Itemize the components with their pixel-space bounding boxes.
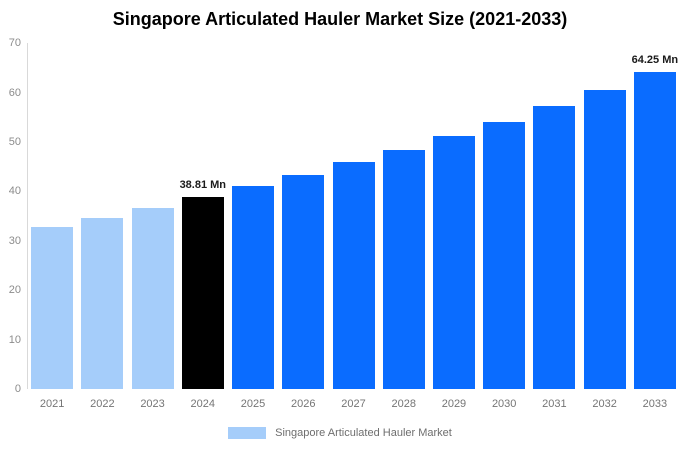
legend: Singapore Articulated Hauler Market [0, 427, 680, 439]
x-tick-label-2029: 2029 [441, 398, 467, 410]
legend-label: Singapore Articulated Hauler Market [275, 427, 452, 439]
x-tick-label-2022: 2022 [90, 398, 115, 410]
x-tick-label-2032: 2032 [592, 398, 617, 410]
x-tick-label-2030: 2030 [491, 398, 517, 410]
bar-2030 [483, 121, 526, 389]
x-tick-label-2026: 2026 [291, 398, 316, 410]
bar-2028 [382, 149, 425, 389]
chart-title: Singapore Articulated Hauler Market Size… [112, 9, 568, 29]
legend-swatch [228, 427, 267, 439]
x-tick-label-2027: 2027 [341, 398, 366, 410]
bar-2033 [633, 71, 676, 389]
y-tick-label-50: 50 [8, 136, 21, 148]
y-tick-label-0: 0 [14, 383, 21, 395]
y-tick-label-60: 60 [8, 86, 21, 99]
y-tick-label-10: 10 [8, 333, 21, 346]
data-label-2024: 38.81 Mn [179, 179, 227, 192]
bar-2022 [81, 217, 124, 389]
data-label-2033: 64.25 Mn [631, 53, 679, 66]
y-tick-label-40: 40 [8, 185, 21, 198]
bar-2031 [533, 105, 576, 389]
x-tick-label-2024: 2024 [190, 398, 216, 410]
y-tick-label-20: 20 [8, 284, 21, 297]
y-tick-label-30: 30 [8, 234, 21, 247]
x-tick-label-2028: 2028 [391, 398, 416, 410]
x-tick-label-2031: 2031 [542, 398, 567, 410]
bar-2026 [282, 174, 325, 389]
x-tick-label-2033: 2033 [642, 398, 668, 410]
bar-2021 [31, 226, 74, 389]
y-tick-label-70: 70 [8, 37, 21, 50]
bar-2023 [131, 207, 174, 389]
bar-2029 [432, 135, 475, 389]
y-axis-line [27, 43, 28, 389]
x-tick-label-2023: 2023 [140, 398, 165, 410]
x-tick-label-2021: 2021 [39, 398, 65, 410]
bar-2025 [232, 186, 275, 389]
bar-2024 [181, 197, 224, 389]
x-tick-label-2025: 2025 [240, 398, 266, 410]
bar-2027 [332, 162, 375, 389]
bar-2032 [583, 89, 626, 389]
